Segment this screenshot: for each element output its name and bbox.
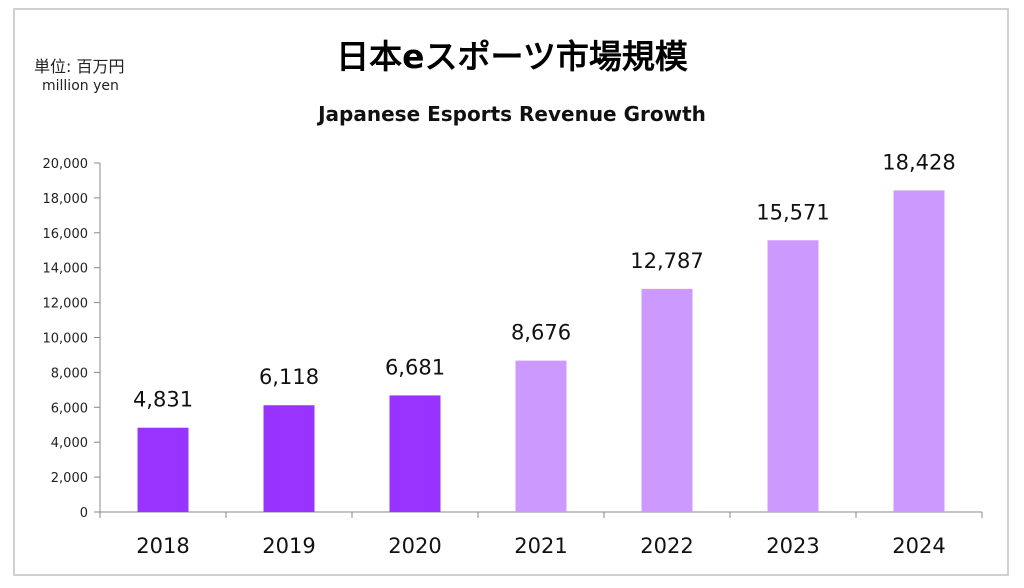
bar-2023 — [767, 240, 819, 512]
bar-2020 — [389, 395, 441, 512]
y-tick-label: 10,000 — [43, 332, 89, 347]
x-tick-label-2022: 2022 — [640, 534, 693, 558]
unit-label-jp: 単位: 百万円 — [34, 57, 125, 76]
data-label-2018: 4,831 — [133, 388, 193, 412]
y-tick-label: 6,000 — [51, 401, 88, 416]
y-tick-label: 18,000 — [43, 192, 89, 207]
x-tick-label-2018: 2018 — [136, 534, 189, 558]
x-tick-label-2024: 2024 — [892, 534, 945, 558]
data-label-2023: 15,571 — [756, 200, 829, 224]
y-tick-label: 8,000 — [51, 366, 88, 381]
data-label-2024: 18,428 — [882, 150, 955, 174]
x-tick-label-2021: 2021 — [514, 534, 567, 558]
chart-title: 日本eスポーツ市場規模 — [336, 37, 688, 76]
bar-2022 — [641, 288, 693, 512]
bar-2018 — [137, 427, 189, 512]
x-tick-label-2019: 2019 — [262, 534, 315, 558]
y-tick-label: 0 — [80, 506, 88, 521]
data-label-2019: 6,118 — [259, 365, 319, 389]
x-tick-label-2023: 2023 — [766, 534, 819, 558]
y-tick-label: 4,000 — [51, 436, 88, 451]
y-tick-label: 14,000 — [43, 262, 89, 277]
y-tick-label: 20,000 — [43, 157, 89, 172]
y-tick-label: 2,000 — [51, 471, 88, 486]
bar-2021 — [515, 360, 567, 512]
y-tick-label: 16,000 — [43, 227, 89, 242]
data-label-2022: 12,787 — [630, 249, 703, 273]
chart-subtitle: Japanese Esports Revenue Growth — [318, 102, 706, 126]
bar-2019 — [263, 405, 315, 512]
data-label-2020: 6,681 — [385, 355, 445, 379]
unit-label-en: million yen — [42, 78, 119, 94]
y-tick-label: 12,000 — [43, 297, 89, 312]
bar-2024 — [893, 190, 945, 512]
data-label-2021: 8,676 — [511, 321, 571, 345]
x-tick-label-2020: 2020 — [388, 534, 441, 558]
